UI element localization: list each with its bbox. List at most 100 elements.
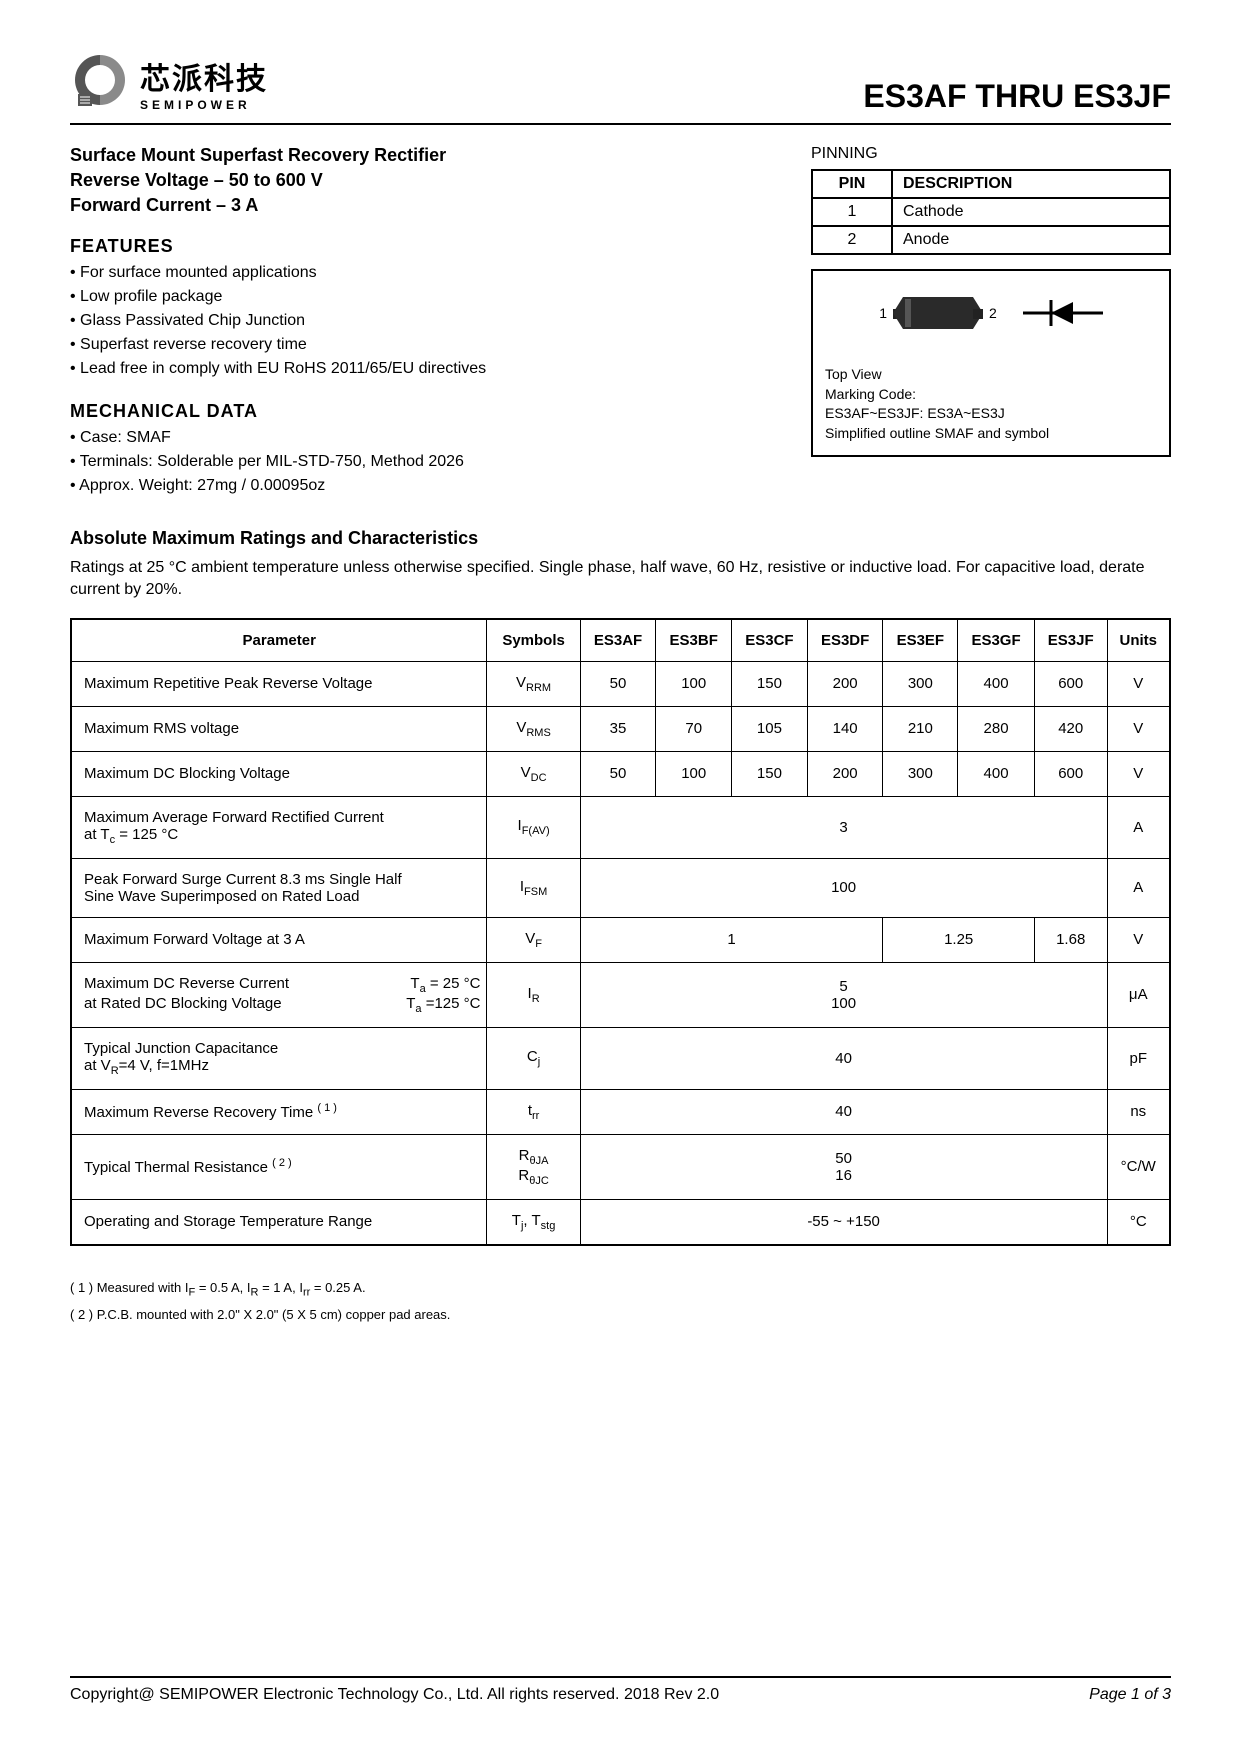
ratings-value: 50 (580, 661, 656, 706)
ratings-row: Typical Thermal Resistance ( 2 )RθJARθJC… (71, 1134, 1170, 1199)
pinning-pin: 2 (812, 226, 892, 254)
smaf-package-icon (893, 291, 983, 335)
ratings-value: 280 (958, 706, 1035, 751)
logo-icon (70, 50, 130, 115)
footnote: ( 1 ) Measured with IF = 0.5 A, IR = 1 A… (70, 1276, 1171, 1303)
footer-page: Page 1 of 3 (1089, 1686, 1171, 1704)
features-item: Low profile package (70, 285, 781, 309)
pin-1-label: 1 (879, 305, 887, 321)
ratings-unit: °C (1107, 1199, 1170, 1245)
footer-copyright: Copyright@ SEMIPOWER Electronic Technolo… (70, 1686, 719, 1704)
ratings-header-cell: ES3GF (958, 619, 1035, 662)
ratings-value: 100 (580, 858, 1107, 917)
ratings-value: 1 (580, 917, 883, 962)
ratings-value: 100 (656, 751, 732, 796)
ratings-value: 400 (958, 661, 1035, 706)
ratings-unit: A (1107, 858, 1170, 917)
features-list: For surface mounted applicationsLow prof… (70, 261, 781, 381)
pinning-row: 1Cathode (812, 198, 1170, 226)
ratings-param: Typical Junction Capacitanceat VR=4 V, f… (71, 1027, 487, 1089)
ratings-unit: V (1107, 706, 1170, 751)
ratings-value: 1.68 (1034, 917, 1107, 962)
company-logo: 芯派科技 SEMIPOWER (70, 50, 268, 115)
ratings-header-cell: Parameter (71, 619, 487, 662)
ratings-value: 150 (732, 661, 808, 706)
ratings-param: Peak Forward Surge Current 8.3 ms Single… (71, 858, 487, 917)
pinning-pin: 1 (812, 198, 892, 226)
pinning-label: PINNING (811, 145, 1171, 163)
ratings-value: 1.25 (883, 917, 1034, 962)
ratings-value: 300 (883, 661, 958, 706)
page-header: 芯派科技 SEMIPOWER ES3AF THRU ES3JF (70, 50, 1171, 125)
ratings-header-cell: ES3JF (1034, 619, 1107, 662)
ratings-value: 420 (1034, 706, 1107, 751)
ratings-row: Peak Forward Surge Current 8.3 ms Single… (71, 858, 1170, 917)
features-item: For surface mounted applications (70, 261, 781, 285)
diagram-caption-line: Simplified outline SMAF and symbol (825, 424, 1157, 444)
ratings-header-row: ParameterSymbolsES3AFES3BFES3CFES3DFES3E… (71, 619, 1170, 662)
diagram-caption-line: Top View (825, 365, 1157, 385)
mechanical-item: Approx. Weight: 27mg / 0.00095oz (70, 474, 781, 498)
ratings-param: Maximum Repetitive Peak Reverse Voltage (71, 661, 487, 706)
ratings-header-cell: ES3BF (656, 619, 732, 662)
ratings-table: ParameterSymbolsES3AFES3BFES3CFES3DFES3E… (70, 618, 1171, 1246)
pinning-desc: Anode (892, 226, 1170, 254)
ratings-symbol: VRMS (487, 706, 580, 751)
part-number: ES3AF THRU ES3JF (863, 78, 1171, 115)
ratings-symbol: IR (487, 962, 580, 1027)
ratings-param: Maximum RMS voltage (71, 706, 487, 751)
ratings-unit: μA (1107, 962, 1170, 1027)
product-subtitle: Surface Mount Superfast Recovery Rectifi… (70, 145, 781, 166)
ratings-param: Typical Thermal Resistance ( 2 ) (71, 1134, 487, 1199)
package-diagram: 1 2 (825, 291, 1157, 335)
ratings-row: Maximum Forward Voltage at 3 AVF11.251.6… (71, 917, 1170, 962)
ratings-value: 50 (580, 751, 656, 796)
right-column: PINNING PIN DESCRIPTION 1Cathode2Anode 1… (811, 145, 1171, 498)
ratings-symbol: VF (487, 917, 580, 962)
pinning-header-row: PIN DESCRIPTION (812, 170, 1170, 198)
ratings-value: -55 ~ +150 (580, 1199, 1107, 1245)
ratings-unit: V (1107, 751, 1170, 796)
ratings-unit: V (1107, 917, 1170, 962)
ratings-unit: V (1107, 661, 1170, 706)
diagram-caption: Top ViewMarking Code:ES3AF~ES3JF: ES3A~E… (825, 365, 1157, 443)
ratings-row: Maximum DC Blocking VoltageVDC5010015020… (71, 751, 1170, 796)
ratings-param: Operating and Storage Temperature Range (71, 1199, 487, 1245)
pinning-table: PIN DESCRIPTION 1Cathode2Anode (811, 169, 1171, 255)
logo-en: SEMIPOWER (140, 98, 268, 112)
left-column: Surface Mount Superfast Recovery Rectifi… (70, 145, 781, 498)
ratings-param: Maximum Forward Voltage at 3 A (71, 917, 487, 962)
features-item: Superfast reverse recovery time (70, 333, 781, 357)
main-columns: Surface Mount Superfast Recovery Rectifi… (70, 145, 1171, 498)
ratings-unit: ns (1107, 1089, 1170, 1134)
ratings-param: Maximum DC Blocking Voltage (71, 751, 487, 796)
ratings-header-cell: Units (1107, 619, 1170, 662)
ratings-row: Maximum Reverse Recovery Time ( 1 )trr40… (71, 1089, 1170, 1134)
logo-cn: 芯派科技 (140, 54, 268, 98)
ratings-unit: °C/W (1107, 1134, 1170, 1199)
ratings-symbol: IF(AV) (487, 796, 580, 858)
ratings-symbol: VDC (487, 751, 580, 796)
pinning-desc: Cathode (892, 198, 1170, 226)
ratings-note: Ratings at 25 °C ambient temperature unl… (70, 557, 1171, 602)
ratings-header-cell: ES3EF (883, 619, 958, 662)
ratings-row: Maximum Repetitive Peak Reverse Voltage V… (71, 661, 1170, 706)
ratings-value: 140 (807, 706, 883, 751)
ratings-value: 40 (580, 1027, 1107, 1089)
mechanical-list: Case: SMAFTerminals: Solderable per MIL-… (70, 426, 781, 498)
ratings-header-cell: ES3DF (807, 619, 883, 662)
ratings-value: 210 (883, 706, 958, 751)
ratings-value: 200 (807, 751, 883, 796)
spec-line-1: Forward Current – 3 A (70, 195, 781, 216)
spec-line-0: Reverse Voltage – 50 to 600 V (70, 170, 781, 191)
mechanical-item: Case: SMAF (70, 426, 781, 450)
ratings-value: 40 (580, 1089, 1107, 1134)
package-diagram-box: 1 2 Top ViewMarking Code:ES3AF~ES3JF: ES… (811, 269, 1171, 457)
ratings-unit: pF (1107, 1027, 1170, 1089)
page-footer: Copyright@ SEMIPOWER Electronic Technolo… (70, 1676, 1171, 1704)
ratings-symbol: Tj, Tstg (487, 1199, 580, 1245)
ratings-row: Maximum DC Reverse CurrentTa = 25 °Cat R… (71, 962, 1170, 1027)
ratings-symbol: RθJARθJC (487, 1134, 580, 1199)
ratings-row: Typical Junction Capacitanceat VR=4 V, f… (71, 1027, 1170, 1089)
ratings-param: Maximum Reverse Recovery Time ( 1 ) (71, 1089, 487, 1134)
